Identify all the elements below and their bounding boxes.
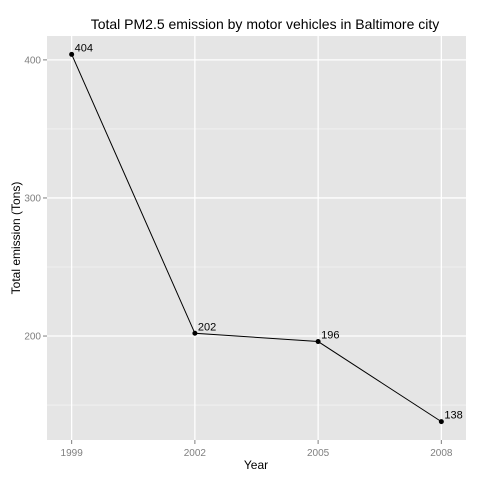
x-axis-label: Year — [244, 458, 268, 472]
grid-lines — [47, 36, 466, 440]
series-layer: 404 202 196 138 — [69, 42, 463, 425]
x-tick-label: 2008 — [430, 448, 453, 459]
data-point — [69, 51, 75, 57]
x-tick-label: 1999 — [61, 448, 84, 459]
data-point — [192, 330, 198, 336]
axis-ticks: 200 300 400 1999 2002 2005 2008 — [24, 55, 453, 459]
y-tick-label: 400 — [24, 55, 41, 66]
y-tick-label: 300 — [24, 193, 41, 204]
data-label: 404 — [75, 42, 93, 54]
data-point — [315, 339, 321, 345]
x-tick-label: 2005 — [307, 448, 330, 459]
data-label: 202 — [198, 321, 216, 333]
data-label: 196 — [321, 330, 339, 342]
data-point — [438, 419, 444, 425]
y-axis-label: Total emission (Tons) — [9, 182, 23, 295]
data-label: 138 — [444, 410, 462, 422]
x-tick-label: 2002 — [184, 448, 207, 459]
plot-panel — [47, 36, 466, 440]
y-tick-label: 200 — [24, 332, 41, 343]
chart-title: Total PM2.5 emission by motor vehicles i… — [91, 16, 440, 32]
series-line — [71, 54, 442, 423]
